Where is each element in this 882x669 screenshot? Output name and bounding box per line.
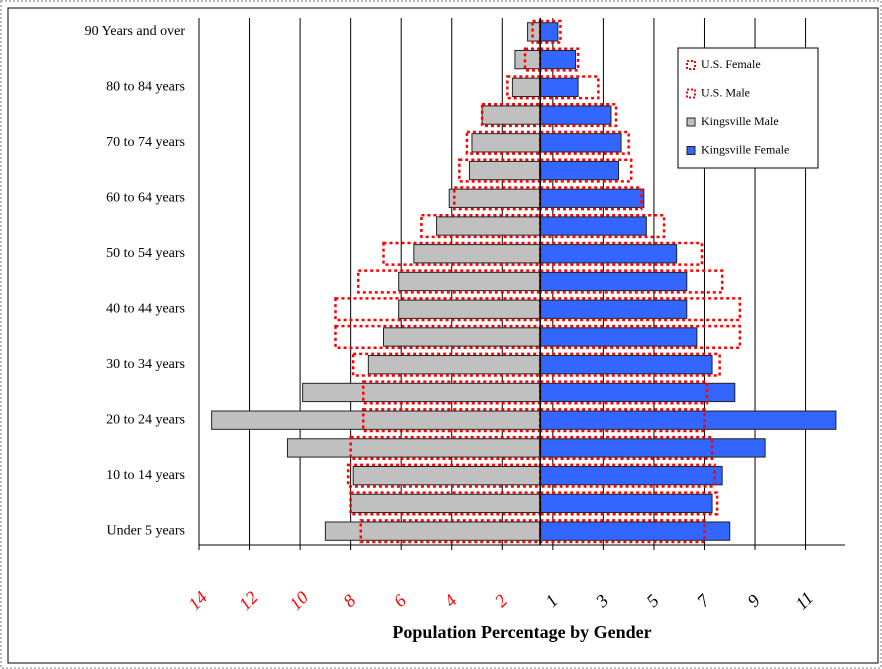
bar [211, 410, 541, 430]
bar [481, 105, 541, 125]
bar [538, 297, 742, 322]
y-tick-label: 40 to 44 years [106, 301, 185, 316]
y-tick-label: 80 to 84 years [106, 80, 185, 95]
legend-label: Kingsville Female [701, 142, 789, 156]
bar [413, 244, 541, 264]
bar [471, 133, 541, 153]
bar [539, 244, 678, 264]
bar [334, 324, 542, 350]
bar [352, 466, 541, 486]
bar [538, 324, 742, 350]
y-tick-label: 60 to 64 years [106, 191, 185, 206]
bar [539, 133, 622, 153]
bar [539, 355, 713, 375]
bar [468, 160, 541, 181]
bar [382, 327, 541, 347]
bar [382, 241, 542, 266]
legend-box [677, 47, 819, 169]
bar [514, 49, 541, 70]
legend-label: U.S. Female [701, 57, 761, 71]
bar [538, 75, 600, 100]
bar [448, 188, 541, 208]
bar [539, 216, 647, 236]
bar [436, 216, 541, 236]
bar [302, 382, 541, 403]
bar [539, 466, 723, 486]
bar [539, 438, 766, 458]
y-tick-label: 50 to 54 years [106, 246, 185, 261]
bar [539, 271, 688, 292]
legend-label: U.S. Male [701, 85, 750, 99]
bar [538, 213, 666, 239]
chart-title: Population Percentage by Gender [392, 622, 651, 642]
bar [539, 160, 620, 181]
bar [538, 103, 618, 128]
y-tick-label: Under 5 years [106, 523, 185, 538]
bar [367, 355, 541, 375]
bar [351, 352, 542, 377]
y-tick-label: 30 to 34 years [106, 357, 185, 372]
bar [359, 519, 542, 544]
bar [539, 382, 736, 403]
bar [286, 438, 541, 458]
legend-swatch [686, 88, 696, 99]
bar [334, 297, 542, 322]
bar [539, 410, 837, 430]
bar [538, 463, 716, 488]
bar [398, 271, 541, 292]
bar [350, 493, 541, 514]
bar [539, 77, 579, 97]
legend-swatch [686, 117, 696, 127]
bar [539, 327, 698, 347]
y-tick-label: 70 to 74 years [106, 135, 185, 150]
y-tick-label: 90 Years and over [85, 24, 186, 39]
bar [398, 299, 541, 319]
bar [324, 521, 541, 541]
bar [346, 463, 542, 488]
bar [527, 22, 541, 42]
bar [538, 158, 633, 183]
bar [539, 49, 577, 70]
legend-swatch [686, 60, 696, 70]
bar [539, 493, 713, 514]
bar [511, 77, 541, 97]
bar [538, 130, 630, 155]
y-tick-label: 10 to 14 years [106, 468, 185, 483]
bar [539, 22, 559, 42]
bar [539, 105, 612, 125]
bar [538, 435, 714, 460]
bar [539, 299, 688, 319]
y-tick-label: 20 to 24 years [106, 412, 185, 427]
bar [539, 188, 645, 208]
legend-label: Kingsville Male [701, 114, 779, 128]
legend-swatch [686, 146, 696, 155]
bar [539, 521, 731, 541]
bar [420, 213, 542, 239]
